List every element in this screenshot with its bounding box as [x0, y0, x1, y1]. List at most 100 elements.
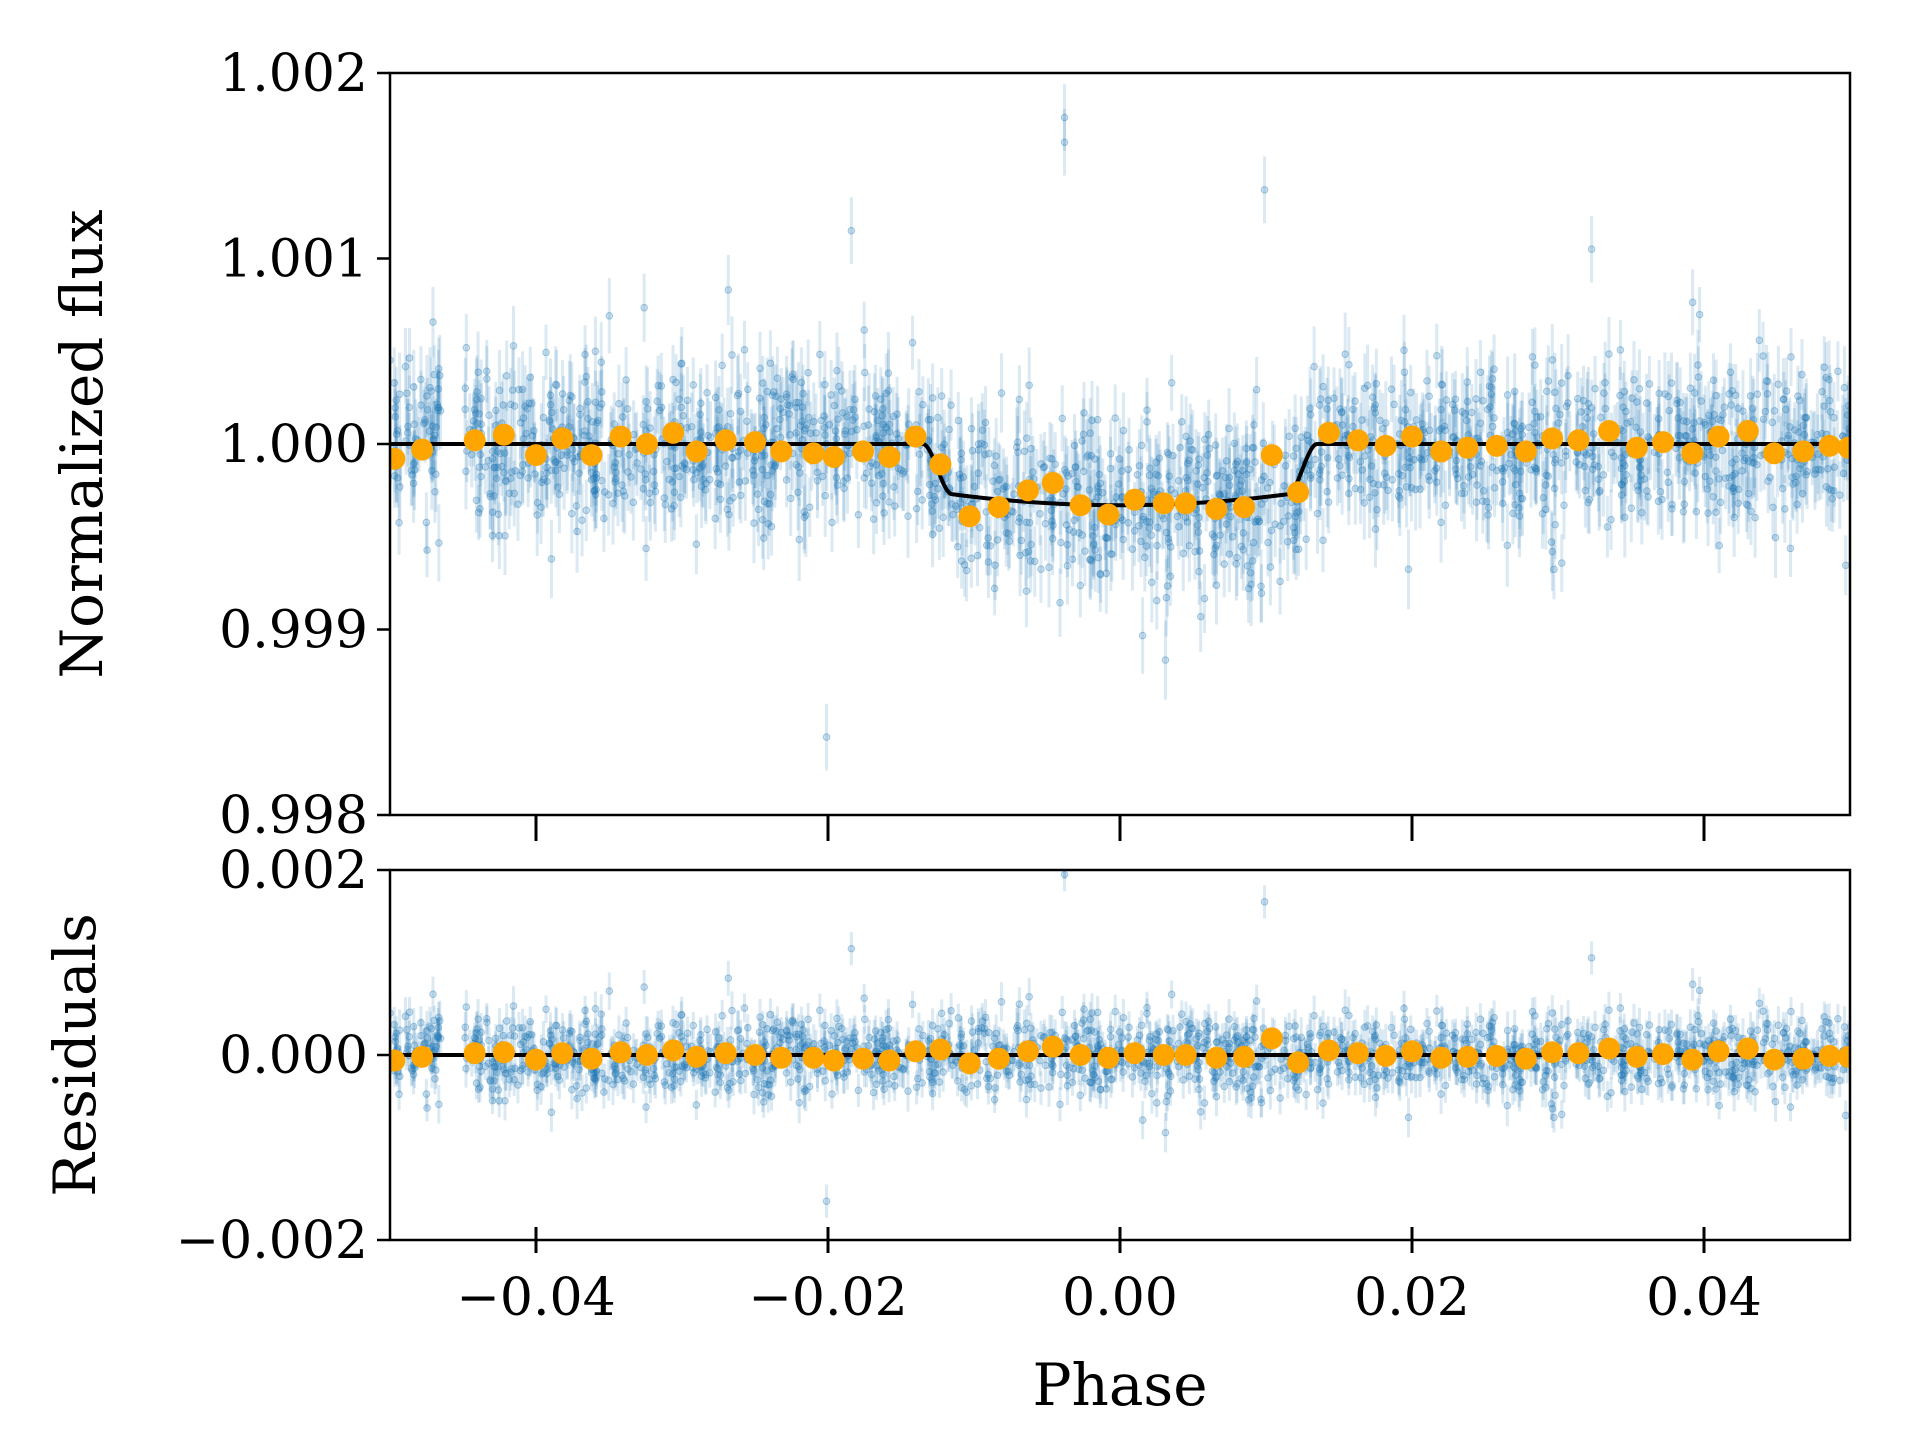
flux-raw-point [1276, 577, 1284, 586]
residual-raw-point [871, 1027, 880, 1035]
flux-raw-point [550, 456, 558, 464]
flux-raw-point [1431, 467, 1439, 475]
flux-raw-point [1089, 532, 1097, 540]
residual-raw-point [697, 1072, 706, 1080]
flux-raw-point [1257, 582, 1265, 591]
flux-raw-point [1048, 517, 1056, 525]
flux-raw-point [939, 513, 948, 522]
flux-raw-point [802, 511, 810, 520]
flux-raw-point [587, 476, 596, 484]
flux-raw-point [794, 488, 802, 497]
flux-binned-point [1792, 440, 1815, 463]
flux-raw-point [1580, 462, 1589, 471]
flux-raw-point [931, 496, 940, 504]
flux-raw-point [1279, 517, 1288, 526]
flux-raw-point [1640, 475, 1649, 483]
flux-raw-point [521, 402, 529, 411]
residual-raw-point [1511, 1081, 1519, 1090]
flux-raw-point [736, 446, 745, 454]
flux-raw-point [967, 424, 976, 433]
flux-raw-point [516, 419, 525, 427]
flux-raw-point [1643, 487, 1651, 495]
residual-raw-point [422, 1090, 431, 1098]
flux-raw-point [1517, 424, 1525, 433]
flux-raw-point [956, 474, 965, 482]
flux-raw-point [1717, 416, 1725, 425]
flux-raw-point [1079, 430, 1088, 439]
flux-raw-point [1133, 470, 1142, 479]
flux-raw-point [1715, 541, 1724, 550]
flux-raw-point [1750, 453, 1758, 462]
flux-raw-point [409, 460, 418, 469]
residual-raw-point [1106, 1032, 1115, 1041]
residual-raw-point [1425, 1044, 1434, 1052]
flux-raw-point [670, 488, 679, 496]
flux-raw-point [801, 424, 810, 433]
flux-raw-point [884, 369, 893, 377]
residual-raw-point [1107, 1075, 1115, 1084]
residual-raw-point [840, 1073, 848, 1081]
flux-raw-point [432, 470, 440, 479]
residual-raw-point [769, 1025, 778, 1033]
flux-raw-point [703, 388, 711, 397]
flux-raw-point [955, 470, 964, 479]
flux-raw-point [1645, 380, 1654, 388]
flux-raw-point [821, 380, 829, 389]
flux-raw-point [417, 401, 425, 409]
flux-raw-point [1603, 523, 1612, 531]
flux-raw-point [1709, 492, 1718, 501]
flux-raw-point [619, 487, 628, 496]
flux-raw-point [1541, 481, 1550, 489]
flux-raw-point [1691, 469, 1699, 477]
flux-raw-point [1686, 384, 1695, 392]
flux-raw-point [523, 404, 532, 413]
flux-raw-point [1617, 454, 1626, 462]
flux-raw-point [661, 500, 670, 509]
flux-raw-point [1600, 389, 1608, 397]
flux-raw-point [1242, 444, 1251, 453]
flux-raw-point [757, 452, 766, 460]
flux-raw-point [425, 427, 434, 435]
flux-binned-point [929, 453, 952, 476]
residual-raw-point [1363, 1022, 1372, 1030]
flux-raw-point [404, 422, 412, 431]
flux-raw-point [767, 461, 775, 469]
flux-raw-point [1250, 444, 1258, 452]
flux-raw-point [1794, 392, 1802, 401]
flux-raw-point [1152, 596, 1161, 605]
flux-raw-point [817, 416, 826, 425]
residual-raw-point [1094, 1044, 1103, 1053]
flux-raw-point [1165, 538, 1173, 547]
flux-raw-point [408, 471, 416, 479]
flux-raw-point [1094, 482, 1102, 490]
flux-binned-point [685, 440, 708, 463]
flux-raw-point [1515, 489, 1524, 498]
flux-raw-point [1251, 458, 1259, 466]
flux-raw-point [890, 502, 899, 510]
flux-raw-point [818, 472, 827, 481]
flux-raw-point [472, 496, 481, 505]
flux-raw-point [546, 401, 555, 409]
flux-raw-point [476, 504, 484, 513]
flux-raw-point [1726, 368, 1735, 376]
flux-raw-point [880, 509, 888, 517]
flux-raw-point [1504, 434, 1512, 442]
flux-raw-point [1225, 481, 1234, 490]
flux-raw-point [948, 500, 956, 508]
flux-raw-point [596, 403, 604, 412]
flux-raw-point [1365, 493, 1374, 502]
flux-raw-point [1704, 411, 1713, 420]
residual-raw-point [559, 1034, 568, 1042]
flux-raw-point [884, 386, 893, 395]
residual-raw-point [1013, 1021, 1022, 1030]
flux-raw-point [1692, 507, 1701, 516]
flux-raw-point [496, 449, 505, 458]
flux-raw-point [960, 560, 969, 569]
flux-raw-point [1761, 407, 1770, 416]
flux-raw-point [1036, 510, 1044, 518]
flux-raw-point [1085, 486, 1094, 494]
flux-raw-point [1406, 388, 1415, 397]
flux-raw-point [794, 398, 803, 407]
flux-raw-point [1401, 463, 1410, 472]
flux-raw-point [1518, 422, 1527, 431]
